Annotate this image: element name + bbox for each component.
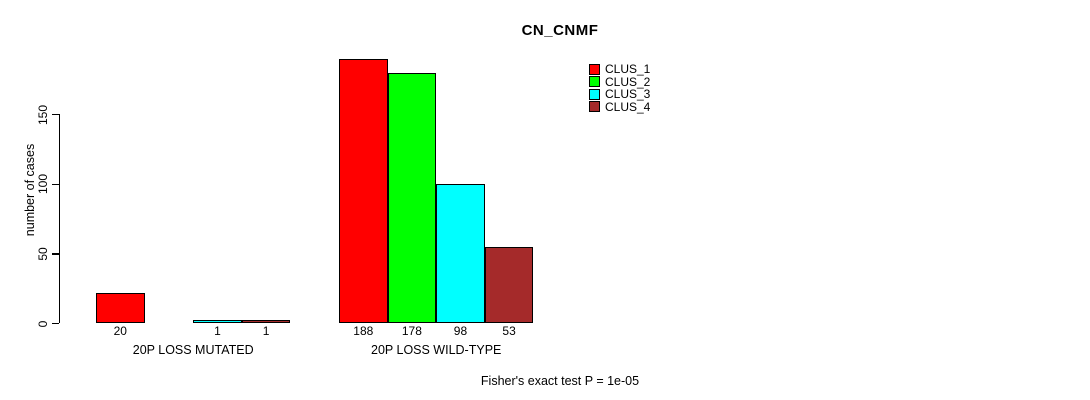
- bar-value-label: 20: [113, 324, 127, 338]
- legend-swatch: [589, 76, 600, 88]
- bar: [241, 319, 291, 323]
- legend-entry: CLUS_3: [589, 87, 651, 102]
- bar-value-label: 188: [353, 324, 374, 338]
- bar-value-label: 1: [214, 324, 221, 338]
- legend: CLUS_1 CLUS_2 CLUS_3 CLUS_4: [589, 62, 651, 114]
- legend-entry: CLUS_2: [589, 74, 651, 89]
- bar-value-label: 178: [401, 324, 422, 338]
- y-tick: [52, 253, 59, 255]
- bar: [193, 319, 242, 323]
- bar: [387, 72, 437, 323]
- x-group-label: 20P LOSS MUTATED: [132, 343, 254, 357]
- y-tick: [52, 183, 59, 185]
- legend-label: CLUS_2: [605, 74, 651, 89]
- legend-swatch: [589, 88, 600, 100]
- x-group-label: 20P LOSS WILD-TYPE: [371, 343, 502, 357]
- y-tick-label: 0: [36, 320, 50, 327]
- bar: [96, 293, 145, 323]
- bar: [436, 184, 485, 323]
- bar-value-label: 53: [502, 324, 516, 338]
- legend-label: CLUS_3: [605, 87, 651, 102]
- y-tick-label: 150: [36, 104, 50, 125]
- y-tick-label: 50: [36, 247, 50, 261]
- chart-title: CN_CNMF: [521, 22, 599, 39]
- legend-entry: CLUS_4: [589, 99, 651, 114]
- y-axis-line: [59, 114, 61, 323]
- y-axis-label: number of cases: [23, 143, 37, 237]
- legend-swatch: [589, 63, 600, 75]
- bar: [484, 247, 534, 323]
- bar: [339, 59, 388, 323]
- legend-swatch: [589, 101, 600, 113]
- y-tick: [52, 323, 59, 325]
- y-tick: [52, 114, 59, 116]
- legend-label: CLUS_1: [605, 62, 651, 76]
- bar-value-label: 1: [262, 324, 270, 338]
- stat-annotation: Fisher's exact test P = 1e-05: [480, 374, 640, 388]
- legend-label: CLUS_4: [605, 99, 651, 114]
- y-tick-label: 100: [36, 174, 50, 195]
- legend-entry: CLUS_1: [589, 62, 651, 76]
- bar-value-label: 98: [453, 324, 468, 338]
